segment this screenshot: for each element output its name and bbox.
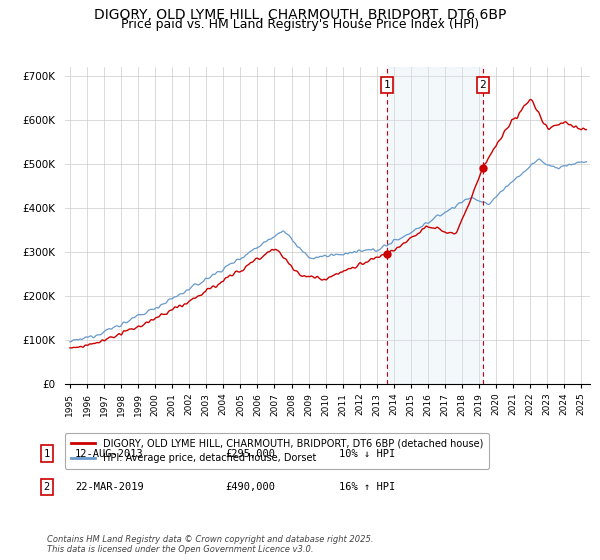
Text: 2: 2 [44, 482, 50, 492]
Text: 10% ↓ HPI: 10% ↓ HPI [339, 449, 395, 459]
Text: Price paid vs. HM Land Registry's House Price Index (HPI): Price paid vs. HM Land Registry's House … [121, 18, 479, 31]
Bar [387, 67, 483, 384]
Text: 2: 2 [479, 80, 486, 90]
Text: £295,000: £295,000 [225, 449, 275, 459]
Text: 1: 1 [44, 449, 50, 459]
Text: Contains HM Land Registry data © Crown copyright and database right 2025.
This d: Contains HM Land Registry data © Crown c… [47, 535, 373, 554]
Text: £490,000: £490,000 [225, 482, 275, 492]
Text: 1: 1 [384, 80, 391, 90]
Text: 12-AUG-2013: 12-AUG-2013 [75, 449, 144, 459]
Text: 22-MAR-2019: 22-MAR-2019 [75, 482, 144, 492]
Legend: DIGORY, OLD LYME HILL, CHARMOUTH, BRIDPORT, DT6 6BP (detached house), HPI: Avera: DIGORY, OLD LYME HILL, CHARMOUTH, BRIDPO… [65, 433, 489, 469]
Text: 16% ↑ HPI: 16% ↑ HPI [339, 482, 395, 492]
Text: DIGORY, OLD LYME HILL, CHARMOUTH, BRIDPORT, DT6 6BP: DIGORY, OLD LYME HILL, CHARMOUTH, BRIDPO… [94, 8, 506, 22]
